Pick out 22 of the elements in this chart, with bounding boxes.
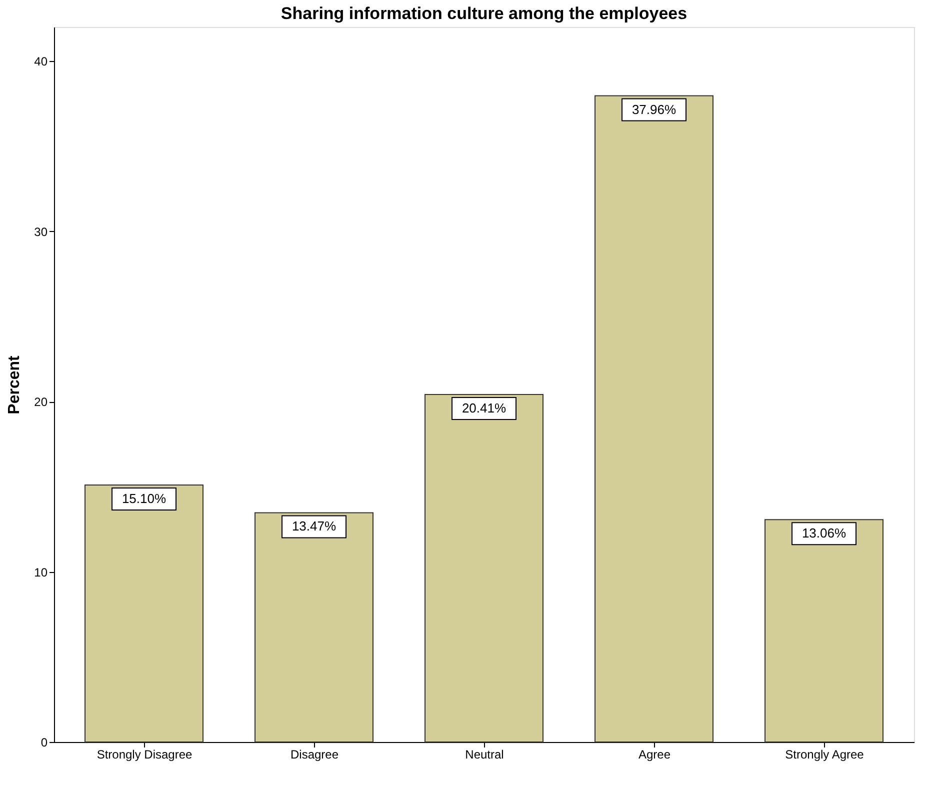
y-tick-label: 20 <box>34 395 48 410</box>
x-tick-label: Strongly Agree <box>785 748 864 762</box>
bar <box>84 484 204 742</box>
x-tick-label: Agree <box>638 748 671 762</box>
data-label: 15.10% <box>122 490 166 506</box>
data-label: 13.06% <box>802 526 846 541</box>
x-tick-label: Disagree <box>290 748 339 762</box>
x-tick-label: Neutral <box>465 748 504 762</box>
chart-title: Sharing information culture among the employees <box>280 4 688 23</box>
bar <box>764 519 884 742</box>
bar <box>424 394 544 742</box>
bar <box>594 95 714 742</box>
data-label: 13.47% <box>292 518 336 534</box>
data-label: 37.96% <box>632 102 676 117</box>
y-tick-label: 0 <box>40 736 48 750</box>
x-tick-label: Strongly Disagree <box>96 748 193 762</box>
data-label: 20.41% <box>462 400 506 416</box>
y-axis-title: Percent <box>6 354 24 414</box>
bar <box>254 512 374 742</box>
y-tick-label: 10 <box>34 565 48 580</box>
y-tick-label: 40 <box>34 54 48 69</box>
y-tick-label: 30 <box>34 224 48 239</box>
